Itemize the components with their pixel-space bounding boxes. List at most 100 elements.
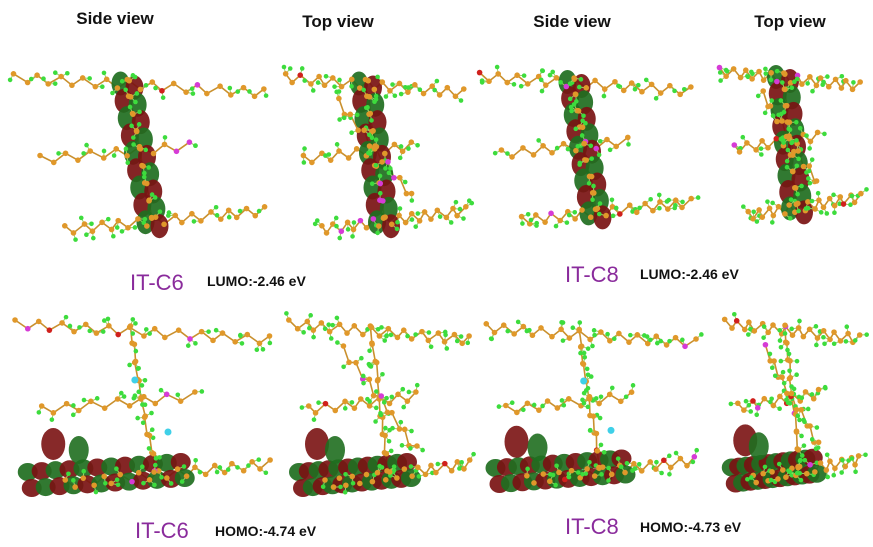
atom <box>765 145 771 151</box>
hydrogen-atom <box>680 200 685 205</box>
hydrogen-atom <box>802 419 807 424</box>
atom <box>592 78 598 84</box>
atom <box>603 213 609 219</box>
hydrogen-atom <box>257 209 262 214</box>
hydrogen-atom <box>375 231 380 236</box>
atom <box>138 87 144 93</box>
atom <box>770 322 776 328</box>
atom <box>790 169 796 175</box>
atom <box>71 329 77 335</box>
atom <box>327 329 333 335</box>
atom <box>94 330 100 336</box>
atom <box>128 94 134 100</box>
atom <box>774 79 780 85</box>
atom <box>742 327 748 333</box>
hydrogen-atom <box>512 82 517 87</box>
hydrogen-atom <box>540 68 545 73</box>
hydrogen-atom <box>825 475 830 480</box>
atom <box>531 480 537 486</box>
atom <box>752 328 758 334</box>
hydrogen-atom <box>825 74 830 79</box>
hydrogen-atom <box>398 156 403 161</box>
hydrogen-atom <box>598 201 603 206</box>
atom <box>594 431 600 437</box>
atom <box>549 150 555 156</box>
atom <box>101 474 107 480</box>
atom <box>352 405 358 411</box>
atom <box>504 80 510 86</box>
atom <box>347 112 353 118</box>
atom <box>346 360 352 366</box>
hydrogen-atom <box>390 426 395 431</box>
atom <box>622 470 628 476</box>
hydrogen-atom <box>410 198 415 203</box>
atom <box>499 147 505 153</box>
atom <box>395 335 401 341</box>
atom <box>673 335 679 341</box>
hydrogen-atom <box>112 153 117 158</box>
atom <box>738 75 744 81</box>
atom <box>128 323 134 329</box>
hydrogen-atom <box>387 171 392 176</box>
hydrogen-atom <box>789 384 794 389</box>
hydrogen-atom <box>696 195 701 200</box>
hydrogen-atom <box>765 199 770 204</box>
atom <box>286 317 292 323</box>
hydrogen-atom <box>284 311 289 316</box>
hydrogen-atom <box>311 335 316 340</box>
atom <box>104 77 110 83</box>
hydrogen-atom <box>374 406 379 411</box>
hydrogen-atom <box>147 446 152 451</box>
atom <box>283 71 289 77</box>
atom <box>618 399 624 405</box>
hydrogen-atom <box>699 332 704 337</box>
atom <box>351 227 357 233</box>
hydrogen-atom <box>301 330 306 335</box>
atom <box>108 481 114 487</box>
hydrogen-atom <box>803 458 808 463</box>
atom <box>827 196 833 202</box>
hydrogen-atom <box>562 403 567 408</box>
molecule-label: IT-C6 <box>135 518 189 543</box>
hydrogen-atom <box>53 81 58 86</box>
hydrogen-atom <box>781 140 786 145</box>
hydrogen-atom <box>94 490 99 495</box>
hydrogen-atom <box>100 84 105 89</box>
hydrogen-atom <box>694 448 699 453</box>
hydrogen-atom <box>102 149 107 154</box>
hydrogen-atom <box>73 237 78 242</box>
hydrogen-atom <box>633 466 638 471</box>
atom <box>125 225 131 231</box>
atom <box>777 394 783 400</box>
hydrogen-atom <box>146 165 151 170</box>
atom <box>463 204 469 210</box>
atom <box>358 396 364 402</box>
hydrogen-atom <box>106 217 111 222</box>
hydrogen-atom <box>582 351 587 356</box>
atom <box>423 472 429 478</box>
hydrogen-atom <box>149 411 154 416</box>
hydrogen-atom <box>465 341 470 346</box>
hydrogen-atom <box>140 383 145 388</box>
atom <box>581 361 587 367</box>
hydrogen-atom <box>180 479 185 484</box>
hydrogen-atom <box>150 427 155 432</box>
hydrogen-atom <box>133 321 138 326</box>
hydrogen-atom <box>131 73 136 78</box>
hydrogen-atom <box>586 346 591 351</box>
atom <box>339 84 345 90</box>
hydrogen-atom <box>435 79 440 84</box>
atom <box>793 185 799 191</box>
atom <box>569 468 575 474</box>
hydrogen-atom <box>798 459 803 464</box>
atom <box>397 175 403 181</box>
hydrogen-atom <box>135 416 140 421</box>
atom <box>787 119 793 125</box>
atom <box>783 103 789 109</box>
atom <box>734 318 740 324</box>
atom <box>413 389 419 395</box>
hydrogen-atom <box>432 88 437 93</box>
hydrogen-atom <box>129 124 134 129</box>
atom <box>371 216 377 222</box>
atom <box>852 462 858 468</box>
